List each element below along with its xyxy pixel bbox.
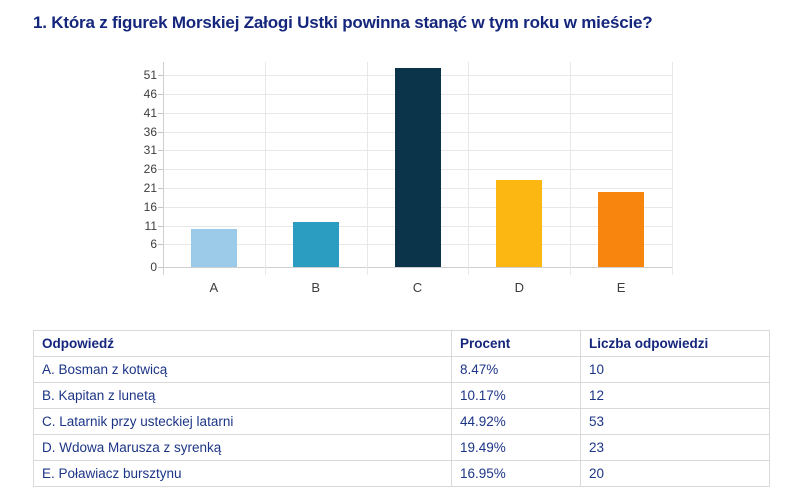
y-tick-label: 46 — [143, 86, 157, 101]
y-tick-label: 36 — [143, 124, 157, 139]
count-cell: 20 — [580, 460, 770, 487]
y-tick-mark — [158, 150, 163, 152]
x-tick-label: A — [209, 280, 219, 295]
x-tick-label: C — [412, 280, 423, 295]
count-cell: 10 — [580, 356, 770, 383]
answer-cell: C. Latarnik przy usteckiej latarni — [33, 408, 452, 435]
y-tick-mark — [158, 225, 163, 227]
y-tick-label: 21 — [143, 181, 157, 195]
answer-cell: B. Kapitan z lunetą — [33, 382, 452, 409]
y-tick-label: 51 — [143, 68, 157, 83]
y-tick-mark — [158, 93, 163, 95]
percent-cell: 16.95% — [451, 460, 581, 487]
header-percent: Procent — [451, 330, 581, 357]
percent-cell: 44.92% — [451, 408, 581, 435]
bar-D — [496, 180, 543, 267]
count-cell: 12 — [580, 382, 770, 409]
v-gridline — [264, 62, 266, 275]
y-tick-label: 0 — [150, 260, 157, 274]
table-row: A. Bosman z kotwicą 8.47% 10 — [33, 356, 770, 383]
y-tick-mark — [158, 131, 163, 133]
bar-B — [292, 221, 339, 267]
count-cell: 53 — [580, 408, 770, 435]
percent-cell: 19.49% — [451, 434, 581, 461]
answer-cell: D. Wdowa Marusza z syrenką — [33, 434, 452, 461]
bar-E — [598, 191, 645, 267]
table-header-row: Odpowiedź Procent Liczba odpowiedzi — [33, 330, 770, 357]
y-tick-mark — [158, 267, 163, 268]
y-tick-mark — [158, 169, 163, 171]
y-tick-label: 41 — [143, 105, 157, 120]
x-tick-label: B — [311, 280, 321, 295]
results-table: Odpowiedź Procent Liczba odpowiedzi A. B… — [33, 330, 770, 487]
y-tick-mark — [158, 206, 163, 208]
answer-cell: E. Poławiacz bursztynu — [33, 460, 452, 487]
y-axis-line — [163, 62, 164, 275]
table-row: C. Latarnik przy usteckiej latarni 44.92… — [33, 408, 770, 435]
v-gridline — [570, 62, 572, 275]
v-gridline — [672, 62, 673, 275]
v-gridline — [468, 62, 470, 275]
percent-cell: 8.47% — [451, 356, 581, 383]
table-row: D. Wdowa Marusza z syrenką 19.49% 23 — [33, 434, 770, 461]
bar-C — [394, 67, 441, 267]
y-tick-label: 6 — [150, 237, 157, 252]
y-tick-label: 31 — [143, 143, 157, 158]
header-count: Liczba odpowiedzi — [580, 330, 770, 357]
question-title: 1. Która z figurek Morskiej Załogi Ustki… — [33, 13, 653, 32]
header-answer: Odpowiedź — [33, 330, 452, 357]
count-cell: 23 — [580, 434, 770, 461]
y-tick-label: 26 — [143, 162, 157, 177]
table-row: B. Kapitan z lunetą 10.17% 12 — [33, 382, 770, 409]
v-gridline — [366, 62, 368, 275]
x-tick-label: E — [616, 280, 626, 295]
y-tick-label: 11 — [144, 218, 157, 233]
table-row: E. Poławiacz bursztynu 16.95% 20 — [33, 460, 770, 487]
y-tick-label: 16 — [143, 199, 157, 214]
bar-A — [190, 229, 237, 267]
percent-cell: 10.17% — [451, 382, 581, 409]
answer-cell: A. Bosman z kotwicą — [33, 356, 452, 383]
x-tick-label: D — [514, 280, 524, 295]
x-axis-line — [163, 267, 672, 268]
bar-chart: 0 6 11 16 21 26 31 36 41 46 51 A B C D E — [0, 52, 800, 307]
y-tick-mark — [158, 112, 163, 114]
y-tick-mark — [158, 244, 163, 246]
y-tick-mark — [158, 75, 163, 77]
y-tick-mark — [158, 188, 163, 189]
